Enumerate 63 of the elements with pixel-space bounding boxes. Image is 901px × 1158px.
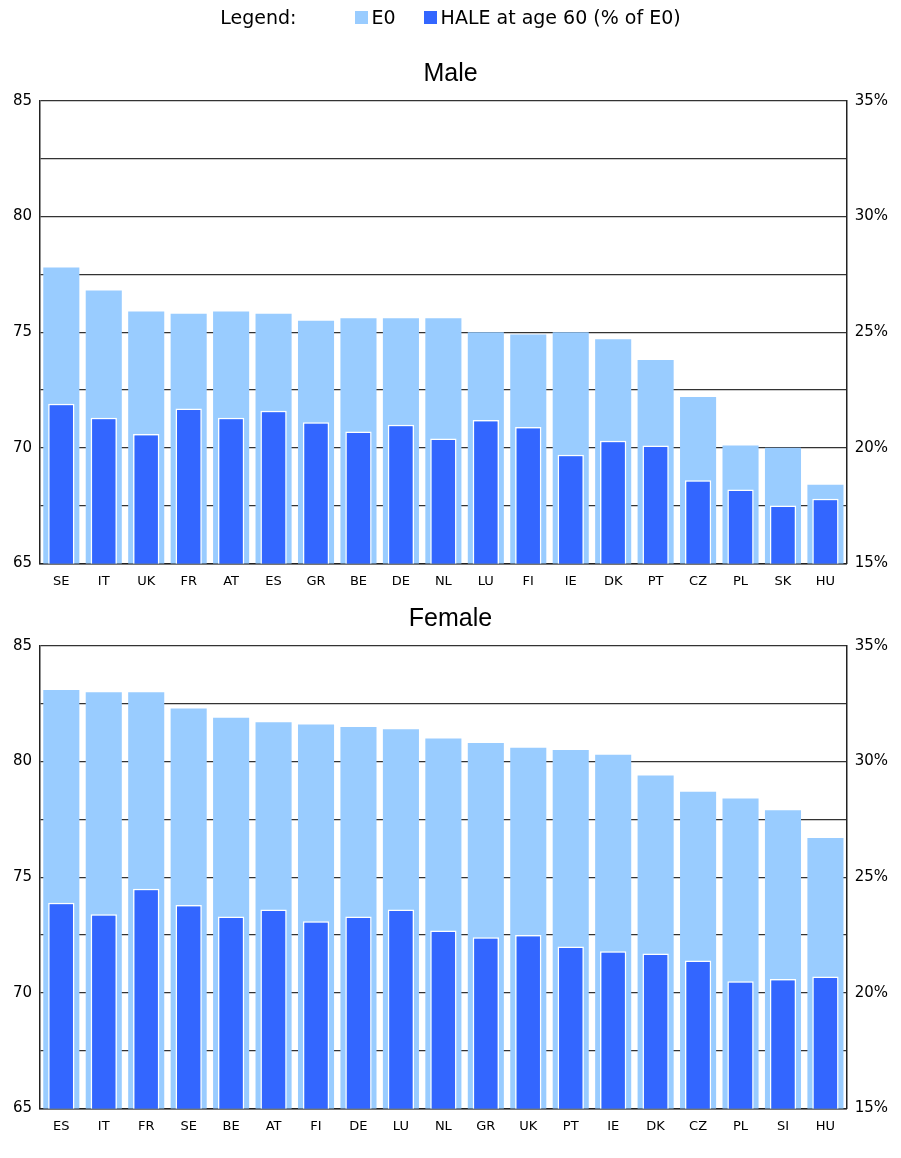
- y-tick-label: 85: [12, 90, 33, 109]
- x-tick-label: DK: [646, 1117, 666, 1133]
- legend-label: HALE at age 60 (% of E0): [440, 6, 681, 28]
- y2-tick-label: 25%: [854, 867, 888, 886]
- x-tick-label: IT: [97, 1117, 110, 1133]
- x-tick-label: HU: [815, 1117, 836, 1133]
- chart-title: Female: [408, 602, 493, 631]
- x-tick-label: CZ: [689, 572, 708, 588]
- x-tick-label: SE: [180, 1117, 197, 1133]
- x-tick-label: PL: [732, 1117, 749, 1133]
- x-tick-label: GR: [306, 572, 326, 588]
- legend-label: E0: [371, 6, 396, 28]
- x-tick-label: AT: [223, 572, 240, 588]
- x-tick-label: CZ: [689, 1117, 708, 1133]
- y-tick-label: 70: [12, 982, 33, 1001]
- y2-tick-label: 20%: [854, 437, 888, 456]
- x-tick-label: LU: [477, 572, 494, 588]
- y2-tick-label: 25%: [854, 322, 888, 341]
- y-tick-label: 65: [12, 553, 33, 572]
- y2-tick-label: 15%: [854, 1098, 888, 1117]
- y-tick-label: 75: [12, 322, 33, 341]
- x-tick-label: PL: [732, 572, 749, 588]
- x-tick-label: IT: [97, 572, 110, 588]
- x-tick-label: FR: [137, 1117, 155, 1133]
- x-tick-label: FI: [310, 1117, 322, 1133]
- x-tick-label: IE: [564, 572, 577, 588]
- x-tick-label: NL: [434, 1117, 453, 1133]
- chart-title: Male: [423, 57, 478, 86]
- x-tick-label: BE: [222, 1117, 240, 1133]
- y2-tick-label: 35%: [854, 635, 888, 654]
- y-tick-label: 80: [12, 206, 33, 225]
- x-tick-label: ES: [265, 572, 282, 588]
- x-tick-label: FI: [522, 572, 534, 588]
- x-tick-label: BE: [349, 572, 368, 588]
- x-tick-label: LU: [392, 1117, 409, 1133]
- legend-title: Legend:: [220, 6, 297, 28]
- x-tick-label: AT: [265, 1117, 282, 1133]
- x-tick-label: PT: [562, 1117, 579, 1133]
- x-tick-label: FR: [180, 572, 197, 588]
- x-tick-label: ES: [53, 1117, 70, 1133]
- y-tick-label: 70: [12, 437, 33, 456]
- x-tick-label: DE: [349, 1117, 368, 1133]
- y-tick-label: 85: [12, 635, 33, 654]
- x-tick-label: GR: [476, 1117, 496, 1133]
- y2-tick-label: 30%: [854, 751, 888, 770]
- x-tick-label: SK: [774, 572, 792, 588]
- y2-tick-label: 20%: [854, 982, 888, 1001]
- x-tick-label: SI: [776, 1117, 790, 1133]
- x-tick-label: NL: [434, 572, 453, 588]
- x-tick-label: SE: [53, 572, 70, 588]
- y2-tick-label: 15%: [854, 553, 888, 572]
- x-tick-label: IE: [607, 1117, 620, 1133]
- x-tick-label: PT: [647, 572, 664, 588]
- y2-tick-label: 30%: [854, 206, 888, 225]
- y-tick-label: 65: [12, 1098, 33, 1117]
- y-tick-label: 80: [12, 751, 33, 770]
- x-tick-label: UK: [519, 1117, 538, 1133]
- x-tick-label: HU: [815, 572, 836, 588]
- y2-tick-label: 35%: [854, 90, 888, 109]
- x-tick-label: UK: [137, 572, 156, 588]
- x-tick-label: DE: [391, 572, 411, 588]
- y-tick-label: 75: [12, 867, 33, 886]
- x-tick-label: DK: [603, 572, 623, 588]
